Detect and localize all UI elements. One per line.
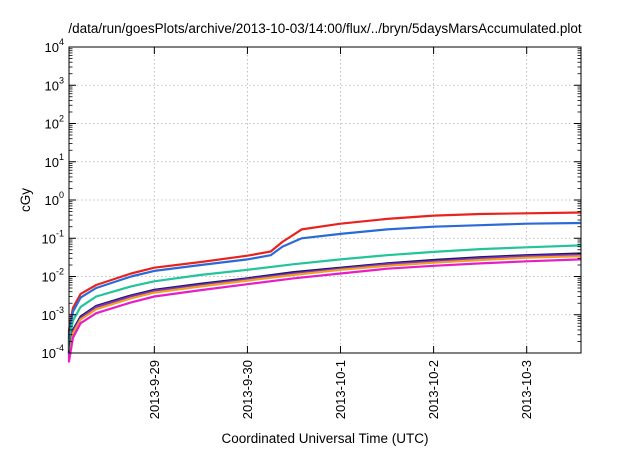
series-line — [67, 252, 582, 354]
series-line — [67, 255, 582, 358]
y-tick-exponent: 1 — [59, 152, 64, 162]
y-tick-exponent: 2 — [59, 114, 64, 124]
axes: 10-410-310-210-11001011021031042013-9-29… — [42, 37, 582, 419]
x-tick-label: 2013-10-3 — [519, 360, 534, 419]
y-tick-exponent: -3 — [56, 305, 64, 315]
y-tick-label: 10-3 — [42, 305, 64, 323]
series-line — [67, 258, 582, 363]
series-line — [67, 211, 582, 353]
y-tick-exponent: 4 — [59, 37, 64, 47]
y-tick-exponent: -2 — [56, 267, 64, 277]
y-tick-label: 10-1 — [42, 228, 64, 246]
y-tick-exponent: -1 — [56, 228, 64, 238]
y-tick-label: 102 — [45, 114, 64, 132]
chart-title: /data/run/goesPlots/archive/2013-10-03/1… — [68, 21, 582, 36]
y-tick-exponent: -4 — [56, 343, 64, 353]
plot-frame — [68, 46, 582, 354]
y-tick-label: 101 — [45, 152, 64, 170]
x-tick-label: 2013-10-1 — [333, 360, 348, 419]
series-line — [67, 221, 582, 353]
y-tick-label: 104 — [45, 37, 64, 55]
y-tick-exponent: 3 — [59, 75, 64, 85]
x-axis-label: Coordinated Universal Time (UTC) — [221, 431, 428, 446]
series-lines — [67, 211, 582, 363]
y-tick-label: 103 — [45, 75, 64, 93]
y-tick-label: 10-4 — [42, 343, 64, 361]
y-axis-label: cGy — [18, 188, 33, 212]
x-tick-label: 2013-10-2 — [426, 360, 441, 419]
grid-lines — [69, 47, 581, 353]
x-tick-label: 2013-9-29 — [147, 360, 162, 419]
y-tick-label: 100 — [45, 190, 64, 208]
y-tick-label: 10-2 — [42, 267, 64, 285]
y-tick-exponent: 0 — [59, 190, 64, 200]
x-tick-label: 2013-9-30 — [240, 360, 255, 419]
series-line — [67, 244, 582, 353]
